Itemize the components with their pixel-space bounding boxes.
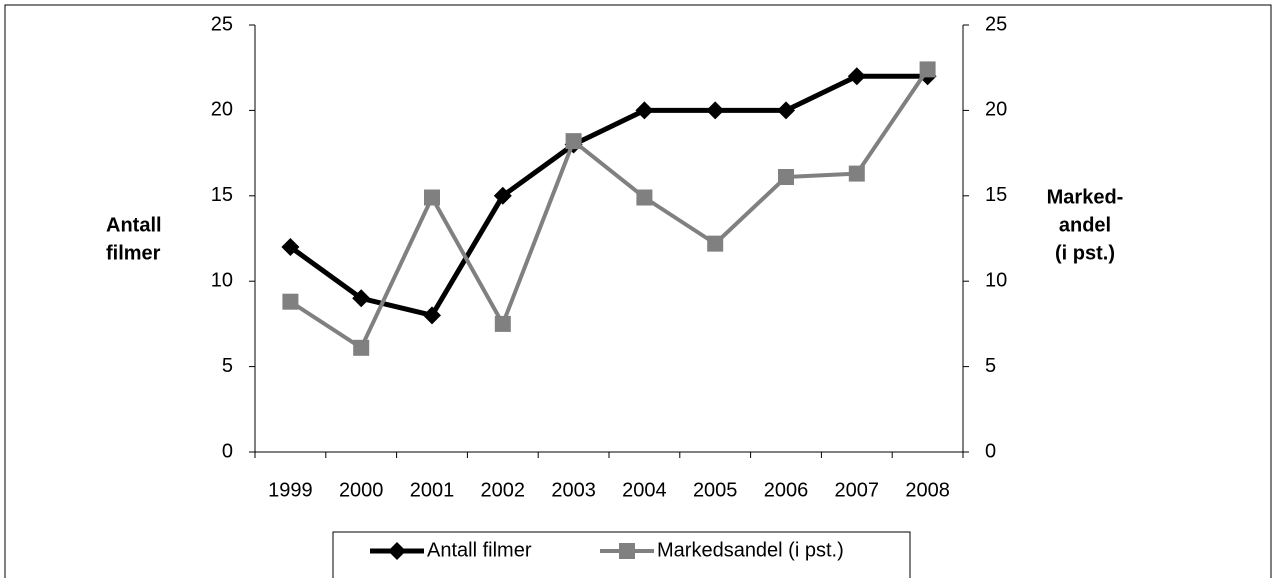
x-tick-label: 2006 bbox=[764, 479, 809, 501]
y-tick-label: 10 bbox=[211, 269, 233, 291]
series-line bbox=[288, 73, 928, 318]
series-line bbox=[289, 68, 930, 350]
y2-tick-label: 0 bbox=[985, 440, 996, 462]
data-point bbox=[707, 235, 724, 252]
y-axis-label: filmer bbox=[106, 242, 161, 264]
y2-axis-label: Marked- bbox=[1047, 186, 1124, 208]
data-point bbox=[635, 101, 654, 120]
data-point bbox=[494, 315, 511, 332]
y-tick-label: 15 bbox=[211, 184, 233, 206]
data-point bbox=[848, 165, 865, 182]
y2-tick-label: 5 bbox=[985, 355, 996, 377]
x-tick-label: 2007 bbox=[835, 479, 880, 501]
x-tick-label: 2008 bbox=[905, 479, 950, 501]
data-point bbox=[919, 61, 936, 78]
data-point bbox=[493, 186, 512, 205]
x-tick-label: 2003 bbox=[551, 479, 596, 501]
x-tick-label: 1999 bbox=[268, 479, 313, 501]
data-point bbox=[777, 101, 795, 120]
y2-axis-label: (i pst.) bbox=[1055, 242, 1115, 264]
y2-tick-label: 10 bbox=[985, 269, 1007, 291]
y2-tick-label: 25 bbox=[985, 13, 1007, 35]
x-tick-label: 2004 bbox=[622, 479, 667, 501]
y-tick-label: 0 bbox=[222, 440, 233, 462]
x-tick-label: 2002 bbox=[481, 479, 526, 501]
y2-tick-label: 20 bbox=[985, 99, 1007, 121]
data-point bbox=[636, 189, 653, 206]
y-tick-label: 5 bbox=[222, 355, 233, 377]
y2-axis-label: andel bbox=[1059, 214, 1111, 236]
data-point bbox=[706, 101, 725, 120]
y2-tick-label: 15 bbox=[985, 184, 1007, 206]
legend-marker bbox=[388, 542, 406, 560]
data-point bbox=[565, 133, 582, 150]
data-point bbox=[281, 238, 300, 257]
legend-marker bbox=[619, 543, 635, 559]
x-tick-label: 2005 bbox=[693, 479, 738, 501]
x-tick-label: 2000 bbox=[339, 479, 384, 501]
data-point bbox=[423, 306, 441, 325]
data-point bbox=[847, 67, 866, 86]
data-point bbox=[282, 293, 299, 310]
legend-label: Markedsandel (i pst.) bbox=[657, 539, 844, 561]
data-point bbox=[424, 189, 440, 206]
legend-label: Antall filmer bbox=[427, 539, 532, 561]
y-tick-label: 25 bbox=[211, 13, 233, 35]
data-point bbox=[778, 169, 794, 186]
y-axis-label: Antall bbox=[106, 214, 162, 236]
x-tick-label: 2001 bbox=[410, 479, 455, 501]
y-tick-label: 20 bbox=[211, 99, 233, 121]
chart-frame bbox=[4, 4, 1272, 578]
data-point bbox=[352, 289, 371, 308]
data-point bbox=[353, 339, 370, 356]
